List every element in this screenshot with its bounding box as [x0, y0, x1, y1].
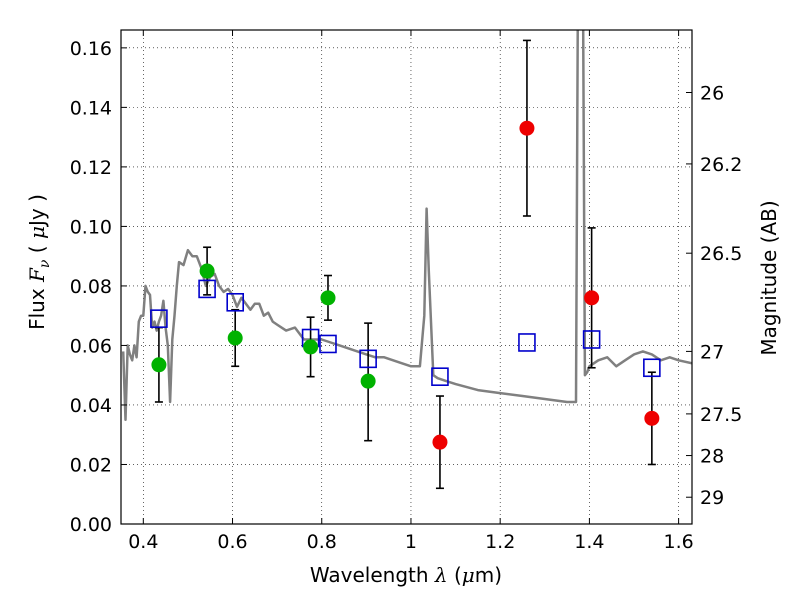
- model-photometry-point: [319, 334, 337, 354]
- x-axis-title: Wavelength λ (μm): [310, 563, 502, 587]
- y2-tick-label: 26: [700, 82, 724, 104]
- model-photometry-point: [150, 309, 168, 328]
- model-sed-line: [121, 30, 692, 422]
- observed-point: [584, 290, 600, 306]
- model-photometry-point: [518, 333, 536, 352]
- y-axis-title: Flux Fν ( μJy ): [25, 194, 53, 330]
- model-photometry-point: [643, 358, 661, 378]
- model-sed-layer: [121, 30, 692, 422]
- observed-point: [320, 290, 336, 306]
- model-photometry-point: [359, 349, 377, 369]
- y2-axis-title: Magnitude (AB): [757, 200, 781, 355]
- observed-point: [360, 373, 376, 389]
- y2-tick-label: 26.5: [700, 243, 742, 265]
- observed-point: [432, 434, 448, 450]
- y-tick-label: 0.10: [70, 216, 112, 238]
- y-tick-label: 0.00: [70, 514, 112, 536]
- x-tick-label: 1: [405, 531, 417, 553]
- plot-frame: [120, 29, 693, 525]
- y-tick-label: 0.04: [70, 395, 112, 417]
- observed-point: [227, 330, 243, 346]
- axis-ticks: 0.4 0.6 0.8 1 1.2 1.4 1.6 0.00 0.02 0.04 0.06 0.08 0…: [70, 30, 742, 553]
- model-photometry-point: [431, 367, 449, 386]
- y-tick-label: 0.16: [70, 38, 112, 60]
- observed-point: [199, 263, 215, 279]
- y2-tick-label: 26.2: [700, 154, 742, 176]
- observed-point: [151, 357, 167, 373]
- model-photometry-point: [582, 330, 601, 349]
- y-tick-label: 0.14: [70, 97, 112, 119]
- y-tick-label: 0.02: [70, 454, 112, 476]
- observed-point: [519, 120, 535, 136]
- model-photometry-point: [198, 279, 216, 299]
- model-photometry-point: [226, 292, 244, 312]
- x-tick-label: 1.4: [574, 531, 604, 553]
- y-tick-label: 0.08: [70, 276, 112, 298]
- observed-point: [644, 410, 660, 426]
- y2-tick-label: 27.5: [700, 404, 742, 426]
- data-markers: [150, 120, 661, 450]
- y-tick-label: 0.12: [70, 157, 112, 179]
- y2-tick-label: 27: [700, 341, 724, 363]
- y-tick-label: 0.06: [70, 335, 112, 357]
- x-tick-label: 1.2: [485, 531, 515, 553]
- y2-tick-label: 28: [700, 446, 724, 468]
- y2-tick-label: 29: [700, 487, 724, 509]
- x-tick-label: 0.6: [217, 531, 247, 553]
- observed-point: [303, 339, 319, 355]
- x-tick-label: 0.4: [128, 531, 158, 553]
- x-tick-label: 0.8: [307, 531, 337, 553]
- x-tick-label: 1.6: [664, 531, 694, 553]
